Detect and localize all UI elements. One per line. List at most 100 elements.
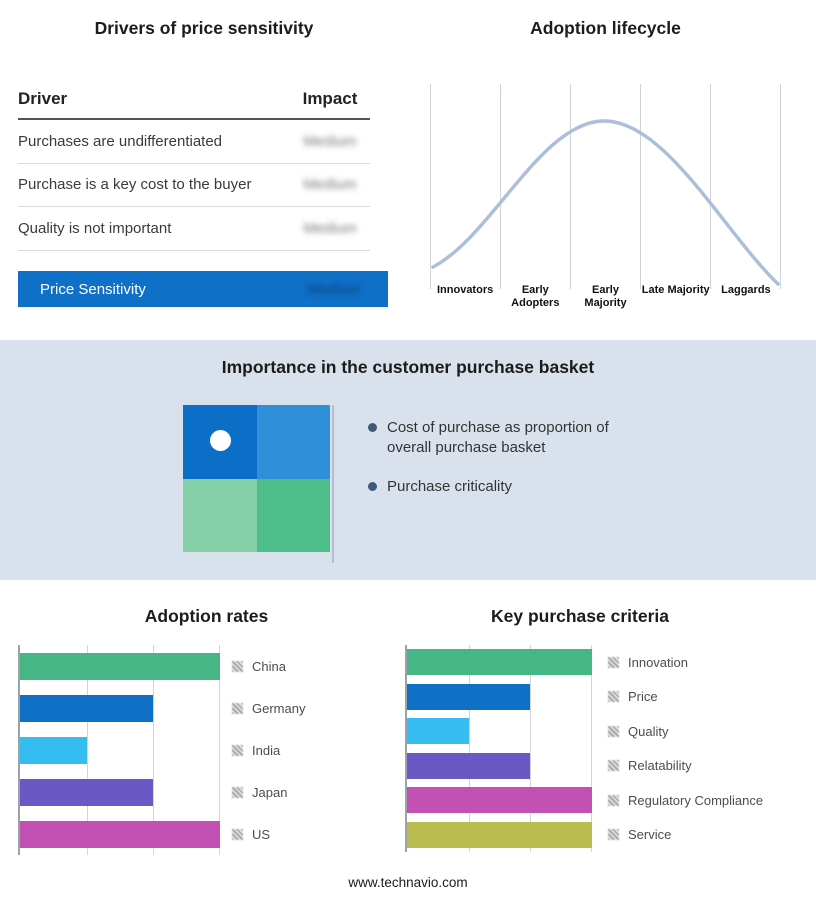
basket-bullets: Cost of purchase as proportion of overal… (368, 418, 640, 515)
lifecycle-stage-label: Laggards (721, 284, 771, 296)
matrix-quadrant-top-left (183, 405, 257, 479)
lifecycle-stage-labels: Innovators Early Adopters Early Majority La… (430, 284, 781, 310)
gridline (591, 645, 592, 852)
driver-row: Purchase is a key cost to the buyer Mediu… (18, 164, 370, 207)
legend-item: Price (608, 680, 813, 715)
impact-column-header: Impact (302, 89, 358, 108)
bar-relatability (407, 752, 531, 779)
gridline (153, 645, 155, 855)
purchase-basket-section: Importance in the customer purchase bask… (0, 340, 816, 580)
bar-row (407, 818, 592, 853)
legend-item: Japan (232, 771, 392, 813)
adoption-rates-legend: China Germany India Japan US (232, 645, 392, 855)
bar-india (20, 736, 87, 764)
bar-row (20, 645, 220, 687)
legend-label: Relatability (628, 758, 692, 774)
lifecycle-stage-label: Innovators (436, 284, 494, 296)
legend-swatch-icon (608, 829, 619, 841)
bullet-text: Purchase criticality (387, 477, 513, 495)
lifecycle-gridlines (430, 84, 781, 289)
legend-item: India (232, 729, 392, 771)
legend-label: Japan (252, 784, 288, 800)
bar-service (407, 821, 592, 848)
legend-label: Price (628, 689, 658, 705)
bar-row (20, 729, 220, 771)
driver-label: Purchase is a key cost to the buyer (18, 176, 252, 194)
bar-row (407, 749, 592, 784)
bullet-icon (368, 423, 377, 432)
legend-swatch-icon (232, 660, 243, 672)
legend-swatch-icon (232, 744, 243, 756)
legend-item: Regulatory Compliance (608, 783, 813, 818)
bar-row (20, 771, 220, 813)
lifecycle-stage-label: Late Majority (641, 284, 710, 296)
basket-bullet: Purchase criticality (368, 477, 640, 497)
matrix-quadrant-bottom-left (183, 478, 257, 552)
bar-regulatory-compliance (407, 787, 592, 814)
impact-value: Medium (303, 132, 357, 150)
lifecycle-stage-label: Early Majority (584, 284, 627, 310)
legend-item: Relatability (608, 749, 813, 784)
legend-label: Germany (252, 700, 306, 716)
legend-item: US (232, 813, 392, 855)
legend-swatch-icon (608, 794, 619, 806)
driver-row: Quality is not important Medium (18, 207, 370, 251)
footer-url: www.technavio.com (348, 875, 468, 890)
legend-label: US (252, 826, 271, 842)
driver-row: Purchases are undifferentiated Medium (18, 120, 370, 164)
bar-row (407, 714, 592, 749)
lifecycle-title: Adoption lifecycle (530, 18, 681, 38)
key-purchase-criteria-chart (405, 645, 592, 852)
impact-value: Medium (303, 219, 357, 237)
impact-value: Medium (303, 176, 357, 194)
bar-row (407, 645, 592, 680)
legend-item: Quality (608, 714, 813, 749)
summary-impact-value: Medium (307, 280, 361, 298)
bar-row (407, 783, 592, 818)
driver-label: Purchases are undifferentiated (18, 132, 223, 150)
drivers-title: Drivers of price sensitivity (94, 18, 314, 38)
gridline (530, 645, 532, 852)
matrix-axis-line (332, 405, 334, 563)
matrix-quadrant-top-right (256, 405, 330, 479)
bar-row (20, 687, 220, 729)
legend-label: India (252, 742, 281, 758)
legend-swatch-icon (608, 760, 619, 772)
bell-curve (431, 119, 780, 286)
bar-us (20, 820, 220, 848)
legend-label: Innovation (628, 654, 688, 670)
lifecycle-stage-label: Early Adopters (511, 284, 560, 310)
bar-germany (20, 694, 154, 722)
legend-label: Regulatory Compliance (628, 792, 764, 808)
bullet-text: Cost of purchase as proportion of overal… (387, 419, 609, 456)
bar-china (20, 652, 220, 680)
legend-item: Innovation (608, 645, 813, 680)
bar-row (407, 680, 592, 715)
purchase-basket-matrix (183, 405, 330, 552)
legend-item: China (232, 645, 392, 687)
legend-swatch-icon (232, 828, 243, 840)
top-section: Drivers of price sensitivity Driver Impa… (0, 0, 816, 340)
basket-title: Importance in the customer purchase bask… (221, 357, 595, 377)
matrix-marker-dot (210, 430, 231, 451)
bar-quality (407, 718, 469, 745)
drivers-table: Driver Impact Purchases are undifferenti… (18, 89, 370, 251)
driver-label: Quality is not important (18, 219, 172, 237)
drivers-rows: Purchases are undifferentiated Medium Purc… (18, 120, 370, 251)
bottom-charts-section: Adoption rates China Germany India Japan US … (0, 580, 816, 902)
price-sensitivity-summary-bar: Price Sensitivity Medium (18, 271, 388, 307)
key-purchase-criteria-title: Key purchase criteria (490, 606, 669, 626)
lifecycle-curve-chart (430, 84, 781, 289)
legend-swatch-icon (232, 702, 243, 714)
bar-price (407, 683, 531, 710)
gridline (219, 645, 220, 855)
key-purchase-criteria-legend: Innovation Price Quality Relatability Regula… (608, 645, 813, 852)
summary-label: Price Sensitivity (40, 280, 146, 298)
drivers-table-header: Driver Impact (18, 89, 370, 120)
legend-swatch-icon (608, 691, 619, 703)
bar-row (20, 813, 220, 855)
legend-label: Quality (628, 723, 669, 739)
legend-swatch-icon (608, 656, 619, 668)
legend-swatch-icon (608, 725, 619, 737)
